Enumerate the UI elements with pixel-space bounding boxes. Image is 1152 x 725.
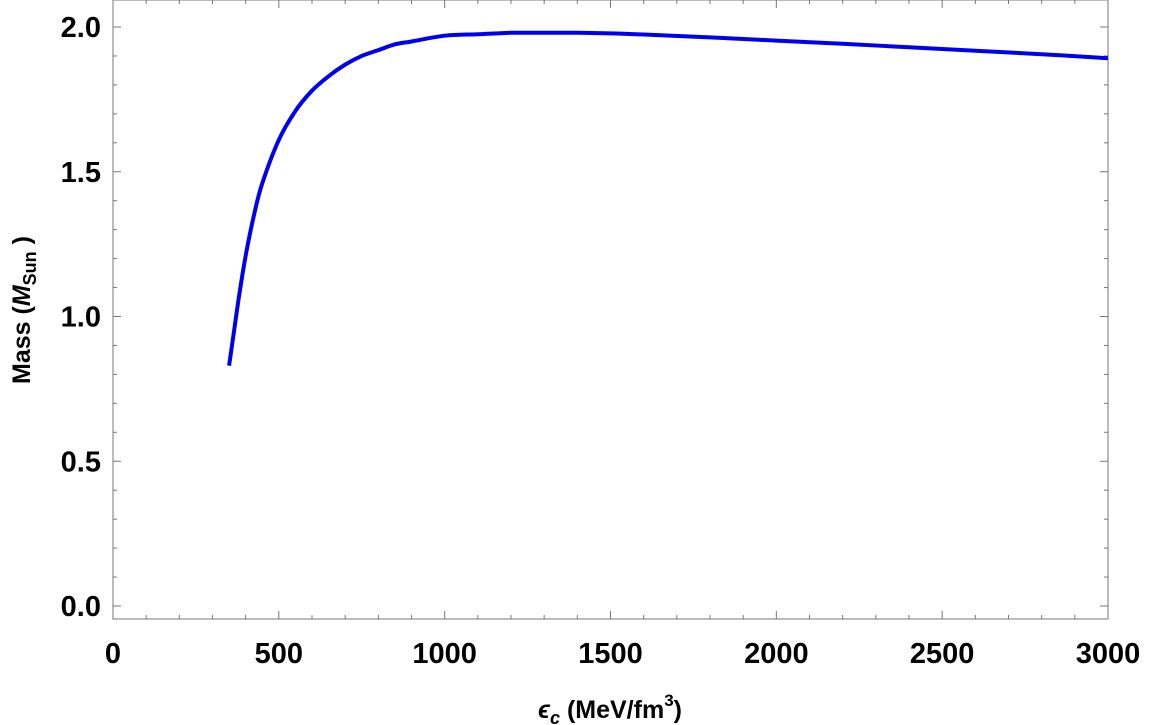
x-tick-label: 3000 [1076,638,1141,670]
x-axis-ticks [112,0,1109,619]
series-group [227,30,1109,367]
y-axis-ticks [113,26,1108,607]
x-axis-tick-labels: 0 500 1000 1500 2000 2500 3000 [105,638,1140,670]
x-tick-label: 2500 [910,638,975,670]
plot-frame [112,0,1109,620]
y-axis-label: Mass (MSun ) [8,236,40,384]
y-tick-label: 0.5 [61,446,101,478]
mass-curve-line [227,30,1109,367]
x-tick-label: 1500 [578,638,643,670]
x-tick-label: 2000 [744,638,809,670]
x-axis-label: ϵc (MeV/fm3) [538,691,682,725]
y-tick-label: 1.0 [61,302,101,334]
y-tick-label: 1.5 [61,157,101,189]
y-axis-tick-labels: 0.0 0.5 1.0 1.5 2.0 [61,12,101,623]
x-tick-label: 500 [255,638,303,670]
y-tick-label: 0.0 [61,591,101,623]
y-tick-label: 2.0 [61,12,101,44]
x-tick-label: 0 [105,638,121,670]
x-tick-label: 1000 [412,638,477,670]
